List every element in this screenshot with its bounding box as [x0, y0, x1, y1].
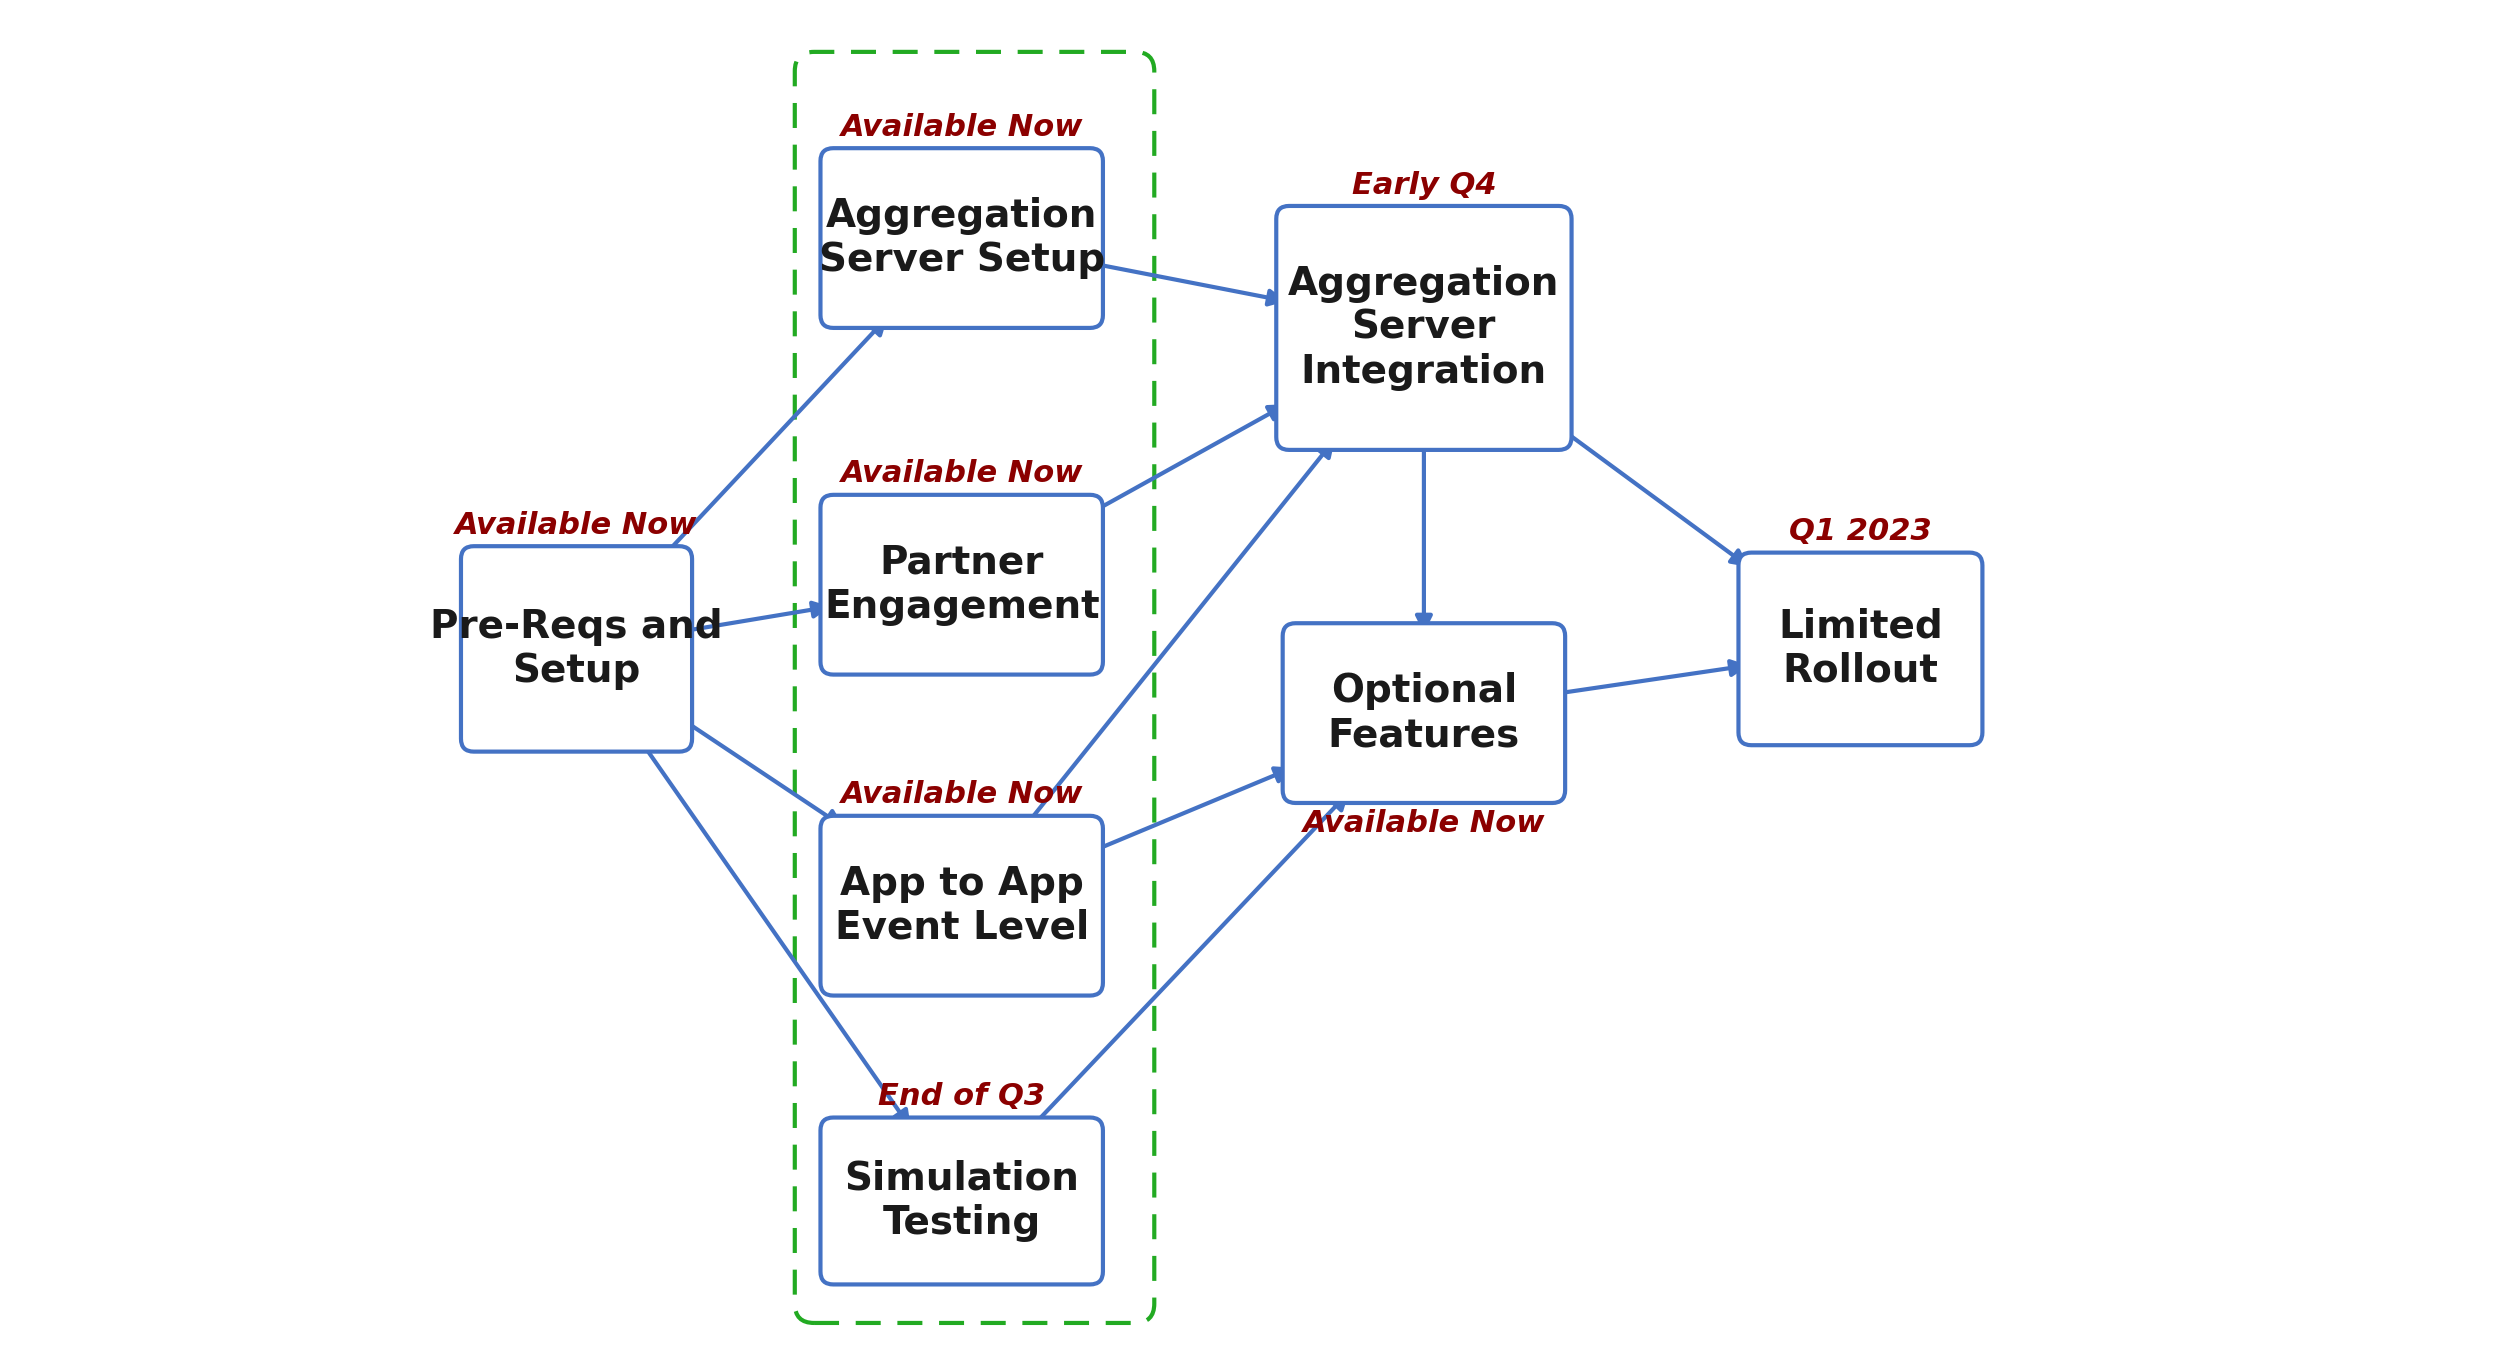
FancyBboxPatch shape: [1277, 206, 1571, 449]
FancyBboxPatch shape: [1282, 624, 1566, 804]
Text: Available Now: Available Now: [455, 511, 699, 539]
Text: App to App
Event Level: App to App Event Level: [835, 865, 1089, 947]
Text: Optional
Features: Optional Features: [1327, 671, 1521, 755]
Text: End of Q3: End of Q3: [877, 1083, 1046, 1111]
FancyBboxPatch shape: [1740, 553, 1984, 745]
Text: Available Now: Available Now: [840, 113, 1084, 142]
Text: Limited
Rollout: Limited Rollout: [1777, 607, 1943, 691]
Text: Aggregation
Server
Integration: Aggregation Server Integration: [1287, 266, 1559, 391]
Text: Available Now: Available Now: [1302, 809, 1546, 839]
FancyBboxPatch shape: [820, 816, 1104, 996]
FancyBboxPatch shape: [820, 494, 1104, 674]
Text: Partner
Engagement: Partner Engagement: [825, 543, 1099, 625]
Text: Simulation
Testing: Simulation Testing: [845, 1160, 1079, 1242]
Text: Available Now: Available Now: [840, 780, 1084, 809]
FancyBboxPatch shape: [460, 546, 691, 752]
FancyBboxPatch shape: [820, 1118, 1104, 1284]
Text: Q1 2023: Q1 2023: [1790, 518, 1931, 546]
Text: Pre-Reqs and
Setup: Pre-Reqs and Setup: [430, 607, 724, 691]
Text: Available Now: Available Now: [840, 459, 1084, 489]
FancyBboxPatch shape: [820, 148, 1104, 328]
Text: Early Q4: Early Q4: [1353, 170, 1496, 199]
Text: Aggregation
Server Setup: Aggregation Server Setup: [820, 197, 1104, 279]
